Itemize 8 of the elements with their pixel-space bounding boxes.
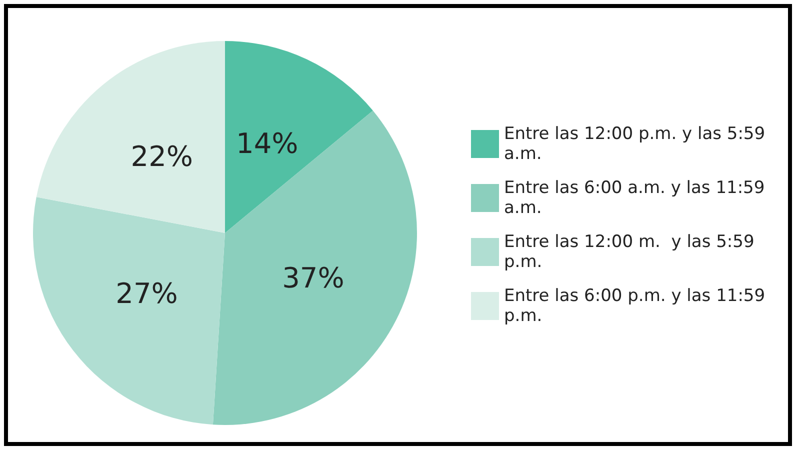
data-label: 14%: [236, 126, 298, 160]
legend-label: Entre las 12:00 m. y las 5:59 p.m.: [504, 232, 760, 272]
legend-label: Entre las 6:00 p.m. y las 11:59 p.m.: [504, 286, 770, 326]
data-label: 37%: [282, 261, 344, 294]
data-label: 27%: [116, 277, 178, 310]
legend-label: Entre las 6:00 a.m. y las 11:59 a.m.: [504, 178, 770, 218]
legend-label: Entre las 12:00 p.m. y las 5:59 a.m.: [504, 124, 770, 164]
data-label: 22%: [130, 140, 194, 174]
